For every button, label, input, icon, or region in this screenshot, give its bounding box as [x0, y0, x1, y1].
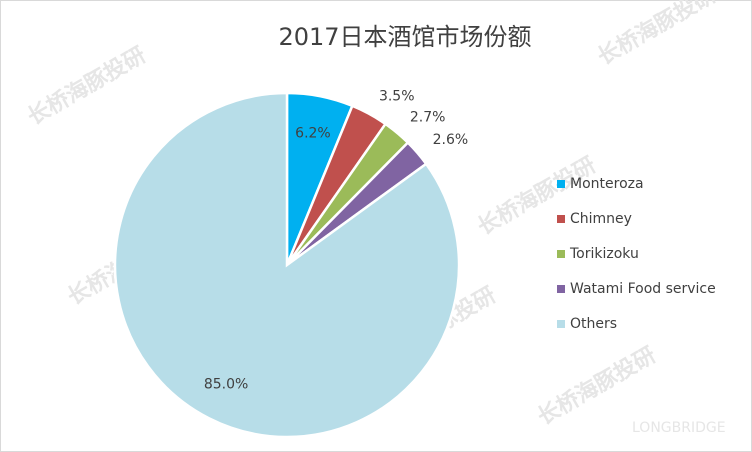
pie-slice — [113, 91, 461, 439]
legend-label: Monteroza — [570, 176, 644, 192]
data-label: 2.7% — [410, 109, 446, 125]
legend-label: Torikizoku — [569, 246, 639, 262]
legend-label: Watami Food service — [570, 281, 716, 297]
data-label: 3.5% — [379, 88, 415, 104]
chart-title: 2017日本酒馆市场份额 — [278, 23, 531, 51]
data-label: 6.2% — [295, 125, 331, 141]
legend-swatch — [557, 215, 565, 223]
data-label: 85.0% — [204, 377, 248, 393]
legend-label: Others — [570, 316, 617, 332]
legend-swatch — [557, 320, 565, 328]
data-label: 2.6% — [433, 132, 469, 148]
legend-swatch — [557, 285, 565, 293]
legend-swatch — [557, 180, 565, 188]
brand-watermark: LONGBRIDGE — [632, 420, 726, 436]
legend-swatch — [557, 250, 565, 258]
legend-label: Chimney — [570, 211, 632, 227]
